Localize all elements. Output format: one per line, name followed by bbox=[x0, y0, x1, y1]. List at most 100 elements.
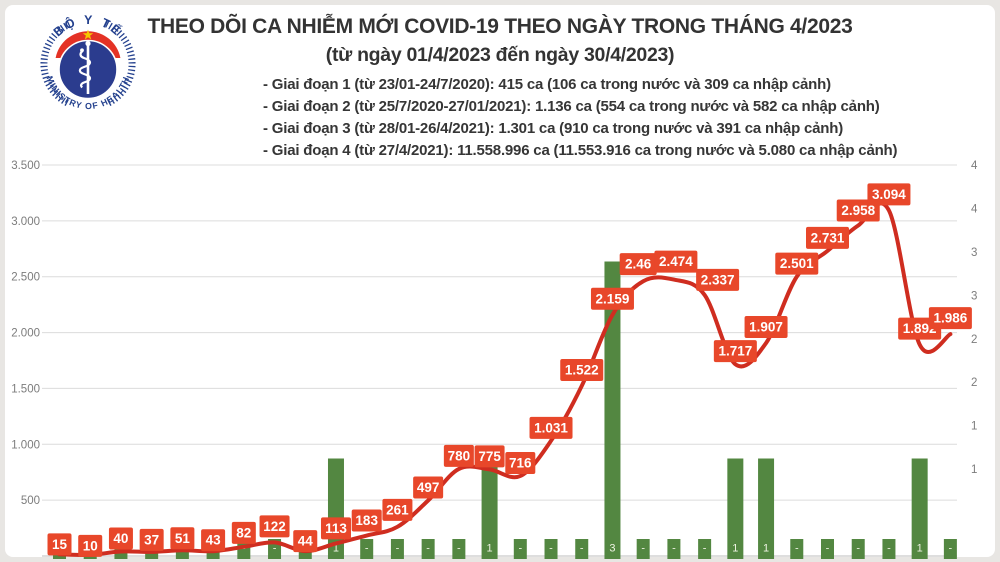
case-count-label-box bbox=[231, 521, 256, 544]
deaths-bar-label: - bbox=[641, 543, 645, 555]
deaths-bar bbox=[452, 539, 466, 559]
asclepius-staff-icon bbox=[78, 40, 92, 94]
deaths-bar bbox=[604, 261, 621, 559]
case-count-label-box bbox=[696, 268, 740, 291]
deaths-bar bbox=[237, 539, 251, 559]
case-count-label: 2.337 bbox=[701, 272, 735, 287]
case-count-label-box bbox=[560, 358, 604, 381]
phase-3-summary: - Giai đoạn 3 (từ 28/01-26/4/2021): 1.30… bbox=[263, 120, 844, 137]
case-count-label: 10 bbox=[83, 538, 98, 553]
case-count-label: 1.522 bbox=[565, 362, 599, 377]
y-axis-tick-label-left: 3.000 bbox=[11, 216, 40, 228]
deaths-bar-label: - bbox=[457, 543, 461, 555]
case-count-label: 51 bbox=[175, 531, 191, 546]
case-count-label-box bbox=[170, 527, 195, 550]
phase-2-summary: - Giai đoạn 2 (từ 25/7/2020-27/01/2021):… bbox=[263, 98, 880, 115]
ministry-of-health-logo-svg: BỘ Y TẾ MINISTRY OF HEALTH bbox=[40, 13, 136, 111]
y-axis-tick-label-left: 3.500 bbox=[11, 160, 40, 172]
deaths-bar-label: 1 bbox=[917, 543, 923, 555]
deaths-bar-label: - bbox=[273, 543, 277, 555]
deaths-bar bbox=[575, 539, 589, 559]
case-count-label-box bbox=[443, 444, 474, 467]
case-count-label-box bbox=[139, 528, 164, 551]
deaths-bar bbox=[911, 458, 928, 559]
case-count-label: 2.46 bbox=[625, 257, 652, 272]
deaths-bar bbox=[421, 539, 435, 559]
deaths-bar-label: 3 bbox=[609, 543, 615, 555]
y-axis-tick-label-right: 2 bbox=[971, 334, 977, 346]
case-count-label: 15 bbox=[52, 537, 68, 552]
deaths-bar-label: - bbox=[856, 543, 860, 555]
deaths-bar bbox=[851, 539, 865, 559]
deaths-bar-label: - bbox=[426, 543, 430, 555]
deaths-bar-label: - bbox=[518, 543, 522, 555]
case-count-label: 261 bbox=[386, 502, 409, 517]
deaths-bar-label: 1 bbox=[487, 543, 493, 555]
deaths-bar-label: - bbox=[672, 543, 676, 555]
case-count-label-box bbox=[293, 530, 318, 553]
deaths-bar bbox=[390, 539, 404, 559]
deaths-bar bbox=[790, 539, 804, 559]
deaths-bar bbox=[943, 539, 957, 559]
case-count-label-box bbox=[351, 509, 382, 532]
case-count-label: 3.094 bbox=[872, 187, 906, 202]
y-axis-tick-label-left: 1.000 bbox=[11, 439, 40, 451]
y-axis-tick-label-left: 2.000 bbox=[11, 328, 40, 340]
case-count-label-box bbox=[505, 452, 536, 475]
page-title: THEO DÕI CA NHIỄM MỚI COVID-19 THEO NGÀY… bbox=[147, 15, 853, 38]
deaths-bar bbox=[758, 458, 775, 559]
deaths-bar bbox=[360, 539, 374, 559]
deaths-bar bbox=[544, 539, 558, 559]
case-count-label-box bbox=[320, 517, 351, 540]
case-count-label-box bbox=[713, 340, 757, 363]
y-axis-tick-label-left: 1.500 bbox=[11, 383, 40, 395]
case-count-label-box bbox=[259, 515, 290, 538]
deaths-bar-label: - bbox=[703, 543, 707, 555]
case-count-label-box bbox=[744, 315, 788, 338]
case-count-label-box bbox=[47, 533, 72, 556]
y-axis-tick-label-right: 1 bbox=[971, 464, 977, 476]
case-count-label: 2.501 bbox=[780, 256, 814, 271]
deaths-bar-label: - bbox=[795, 543, 799, 555]
case-count-label-box bbox=[806, 226, 849, 249]
y-axis-tick-label-right: 4 bbox=[971, 160, 978, 172]
y-axis-tick-label-right: 1 bbox=[971, 421, 977, 433]
case-count-label: 1.031 bbox=[534, 420, 568, 435]
case-count-label: 775 bbox=[478, 449, 501, 464]
case-count-label: 113 bbox=[325, 521, 347, 536]
case-count-label: 2.958 bbox=[841, 203, 875, 218]
y-axis-tick-label-right: 2 bbox=[971, 377, 977, 389]
deaths-bar-label: - bbox=[365, 543, 369, 555]
ministry-of-health-logo: BỘ Y TẾ MINISTRY OF HEALTH bbox=[38, 10, 138, 118]
case-count-label-box bbox=[529, 416, 573, 439]
deaths-bar bbox=[698, 539, 712, 559]
deaths-bar bbox=[821, 539, 834, 559]
y-axis-tick-label-right: 3 bbox=[971, 247, 977, 259]
case-count-label-box bbox=[590, 287, 634, 310]
case-count-label-box bbox=[775, 252, 819, 275]
deaths-bar-label: 1 bbox=[763, 543, 769, 555]
case-count-label-box bbox=[867, 183, 911, 206]
deaths-bar bbox=[636, 539, 650, 559]
case-count-label: 2.731 bbox=[811, 230, 845, 245]
case-count-label-box bbox=[413, 476, 444, 499]
case-count-label: 2.474 bbox=[659, 254, 693, 269]
page-subtitle: (từ ngày 01/4/2023 đến ngày 30/4/2023) bbox=[325, 44, 675, 66]
case-count-label: 122 bbox=[263, 519, 286, 534]
y-axis-tick-label-left: 500 bbox=[21, 495, 40, 507]
phase-4-summary: - Giai đoạn 4 (từ 27/4/2021): 11.558.996… bbox=[263, 142, 898, 159]
deaths-bar-label: - bbox=[949, 543, 953, 555]
deaths-bar bbox=[667, 539, 681, 559]
case-count-label: 44 bbox=[298, 534, 314, 549]
case-count-label: 780 bbox=[448, 448, 471, 463]
deaths-bar-label: - bbox=[826, 543, 830, 555]
deaths-bar-label: - bbox=[549, 543, 553, 555]
case-count-label: 1.892 bbox=[903, 321, 937, 336]
case-count-label: 1.907 bbox=[749, 319, 783, 334]
deaths-bar-label: - bbox=[580, 543, 584, 555]
deaths-bar-label: 1 bbox=[333, 543, 339, 555]
case-count-label: 82 bbox=[236, 525, 251, 540]
deaths-bar bbox=[882, 539, 896, 559]
case-count-label-box bbox=[382, 498, 413, 521]
deaths-bar-label: - bbox=[396, 543, 400, 555]
